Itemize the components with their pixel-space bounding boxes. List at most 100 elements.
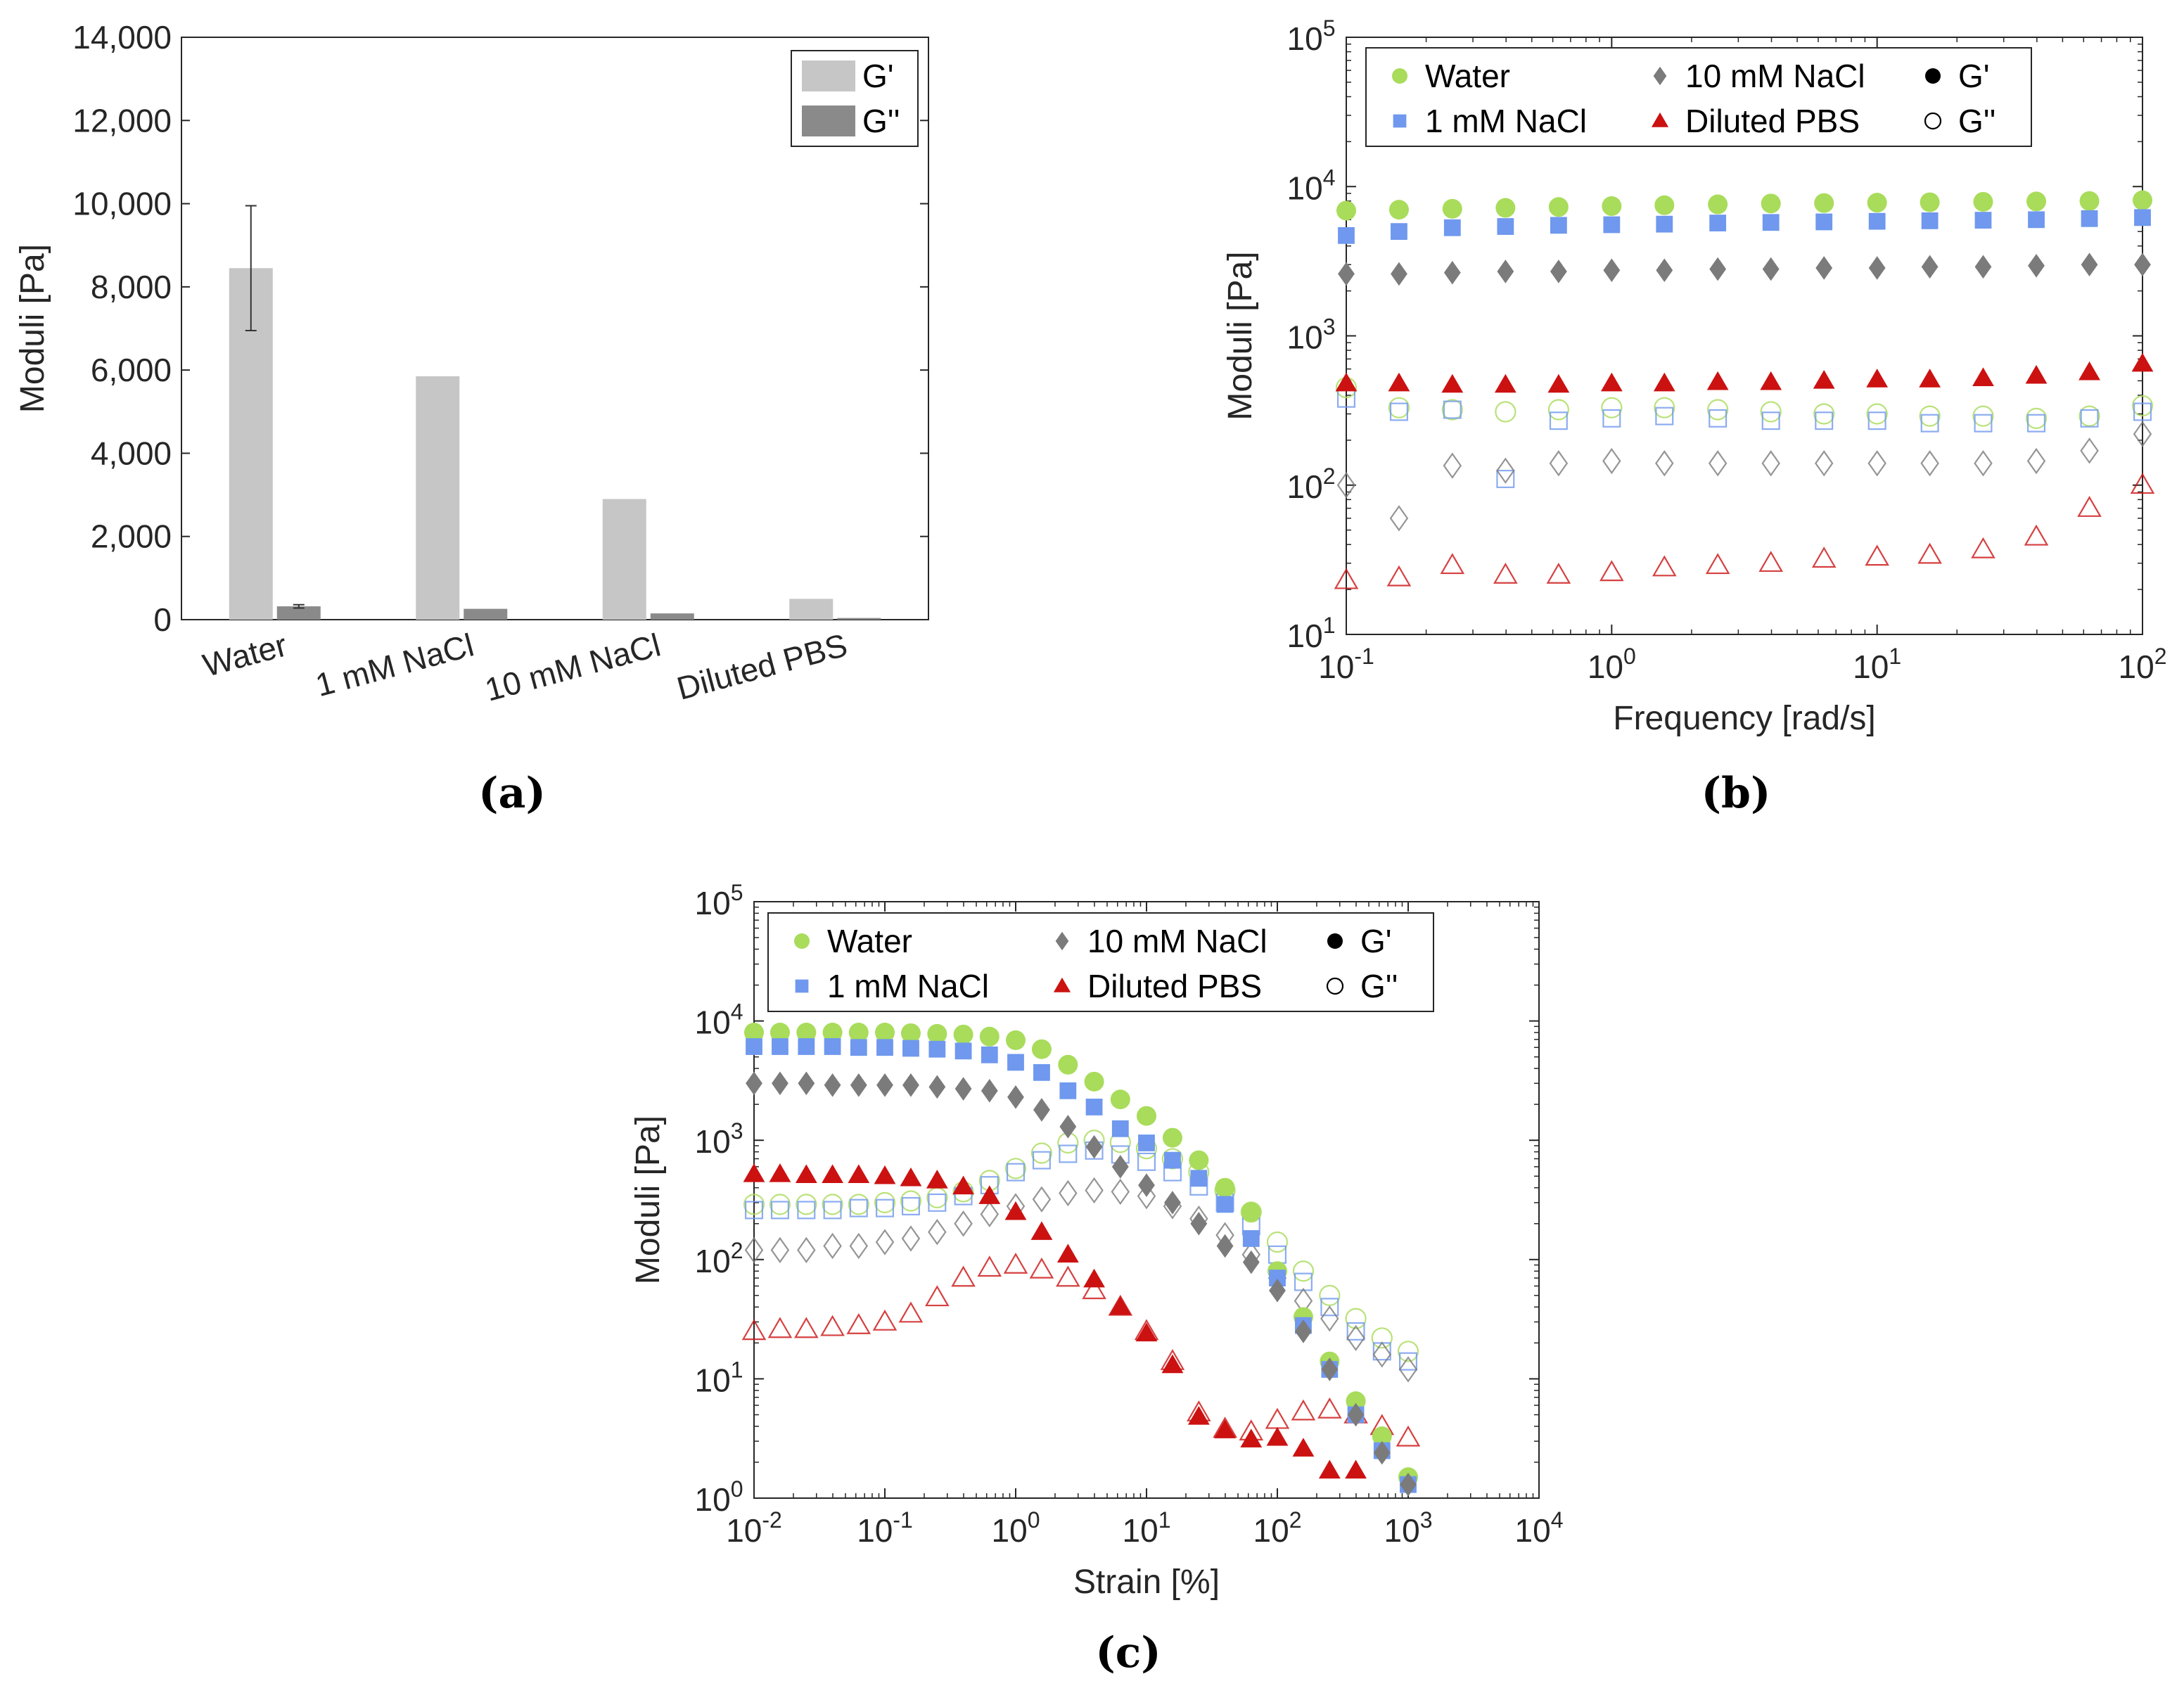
point-diluted-pbs: [1388, 372, 1410, 392]
legend-marker-water: [794, 933, 810, 949]
point-10-mm-nacl: [1164, 1191, 1181, 1215]
point-water: [1495, 401, 1516, 423]
point-diluted-pbs: [1135, 1322, 1158, 1342]
point-1-mm-nacl: [1164, 1151, 1181, 1169]
point-1-mm-nacl: [1294, 1272, 1313, 1291]
point-water: [1973, 191, 1993, 212]
point-water: [1867, 193, 1887, 213]
point-10-mm-nacl: [1549, 450, 1569, 477]
legend-label-g-double-prime: G'': [862, 103, 900, 139]
point-10-mm-nacl: [2133, 421, 2152, 447]
point-10-mm-nacl: [1137, 1182, 1156, 1210]
point-1-mm-nacl: [1497, 218, 1514, 235]
y-tick-label: 2,000: [91, 518, 172, 555]
point-10-mm-nacl: [770, 1236, 790, 1264]
point-10-mm-nacl: [928, 1219, 947, 1246]
point-1-mm-nacl: [1443, 400, 1462, 419]
caption-c: (c): [1095, 1628, 1161, 1677]
point-water: [1760, 401, 1782, 423]
y-tick-label: 14,000: [72, 19, 172, 56]
point-1-mm-nacl: [1346, 1322, 1365, 1341]
legend-label: Water: [827, 923, 912, 959]
point-1-mm-nacl: [1267, 1245, 1286, 1264]
point-1-mm-nacl: [876, 1039, 893, 1056]
y-tick-label: 105: [695, 880, 743, 921]
point-1-mm-nacl: [2080, 409, 2099, 428]
point-diluted-pbs: [1546, 562, 1571, 584]
point-1-mm-nacl: [1656, 215, 1673, 233]
point-water: [1548, 197, 1569, 217]
y-tick-label: 104: [1287, 165, 1336, 206]
point-10-mm-nacl: [1443, 452, 1462, 479]
point-10-mm-nacl: [1347, 1402, 1365, 1427]
point-diluted-pbs: [1600, 372, 1623, 392]
point-water: [1266, 1231, 1289, 1253]
point-1-mm-nacl: [902, 1040, 919, 1057]
x-tick-label: 104: [1515, 1507, 1564, 1549]
point-water: [822, 1194, 843, 1215]
x-tick-label: 10 mM NaCl: [481, 626, 664, 708]
point-10-mm-nacl: [1033, 1098, 1050, 1122]
point-water: [2133, 190, 2152, 210]
point-diluted-pbs: [1547, 373, 1570, 393]
point-diluted-pbs: [1056, 1265, 1080, 1287]
y-tick-label: 104: [695, 999, 743, 1041]
point-water: [796, 1194, 817, 1215]
x-tick-label: 1 mM NaCl: [312, 626, 478, 703]
point-water: [743, 1194, 765, 1215]
point-10-mm-nacl: [1338, 262, 1355, 286]
series-diluted-pbs-g-prime: [1335, 352, 2154, 393]
series-water-g-prime: [1336, 190, 2152, 221]
x-tick-label: 10-1: [1318, 644, 1374, 685]
point-diluted-pbs: [977, 1255, 1002, 1277]
point-1-mm-nacl: [1974, 212, 1992, 229]
point-water: [1110, 1089, 1130, 1110]
point-10-mm-nacl: [901, 1225, 921, 1252]
point-1-mm-nacl: [798, 1038, 815, 1055]
point-1-mm-nacl: [1398, 1352, 1417, 1371]
point-diluted-pbs: [1214, 1419, 1236, 1438]
point-10-mm-nacl: [1372, 1341, 1392, 1368]
point-10-mm-nacl: [1761, 450, 1780, 477]
point-water: [1813, 403, 1835, 425]
point-diluted-pbs: [2130, 473, 2155, 494]
point-diluted-pbs: [1440, 553, 1465, 575]
y-axis-label: Moduli [Pa]: [1222, 251, 1259, 420]
point-diluted-pbs: [1653, 372, 1675, 392]
x-tick-label: 103: [1384, 1507, 1433, 1549]
point-10-mm-nacl: [1346, 1324, 1365, 1352]
point-10-mm-nacl: [1190, 1211, 1208, 1236]
panel-a-bar-chart: 0 2,000 4,000 6,000 8,000 10,000 12,000 14,000 M…: [14, 19, 929, 708]
point-water: [1241, 1202, 1261, 1222]
point-1-mm-nacl: [850, 1039, 867, 1056]
legend-marker-1-mm-nacl: [795, 979, 809, 993]
point-diluted-pbs: [1493, 562, 1518, 584]
legend-marker-diluted-pbs: [1053, 977, 1071, 992]
point-10-mm-nacl: [1708, 450, 1728, 477]
series-10-mm-nacl-g-prime: [1338, 253, 2151, 286]
point-water: [1336, 200, 1356, 221]
point-1-mm-nacl: [875, 1199, 894, 1217]
point-10-mm-nacl: [850, 1073, 867, 1097]
point-water: [769, 1194, 791, 1215]
legend-marker-g: [1924, 112, 1942, 130]
point-water: [1442, 198, 1462, 219]
point-diluted-pbs: [900, 1167, 922, 1187]
point-diluted-pbs: [1345, 1459, 1367, 1479]
point-water: [1866, 403, 1888, 425]
point-water: [1495, 198, 1516, 218]
point-1-mm-nacl: [1867, 411, 1886, 430]
legend-box: [767, 912, 1434, 1012]
x-tick-label: 100: [992, 1507, 1040, 1549]
point-1-mm-nacl: [928, 1193, 947, 1212]
point-water: [1654, 195, 1675, 215]
y-tick-label: 6,000: [91, 352, 172, 388]
legend-marker-g: [1327, 933, 1343, 949]
point-1-mm-nacl: [1085, 1099, 1103, 1116]
point-1-mm-nacl: [1921, 212, 1939, 229]
point-water: [1345, 1308, 1367, 1329]
point-1-mm-nacl: [2133, 402, 2152, 421]
point-10-mm-nacl: [1391, 262, 1407, 286]
point-1-mm-nacl: [1138, 1134, 1155, 1151]
